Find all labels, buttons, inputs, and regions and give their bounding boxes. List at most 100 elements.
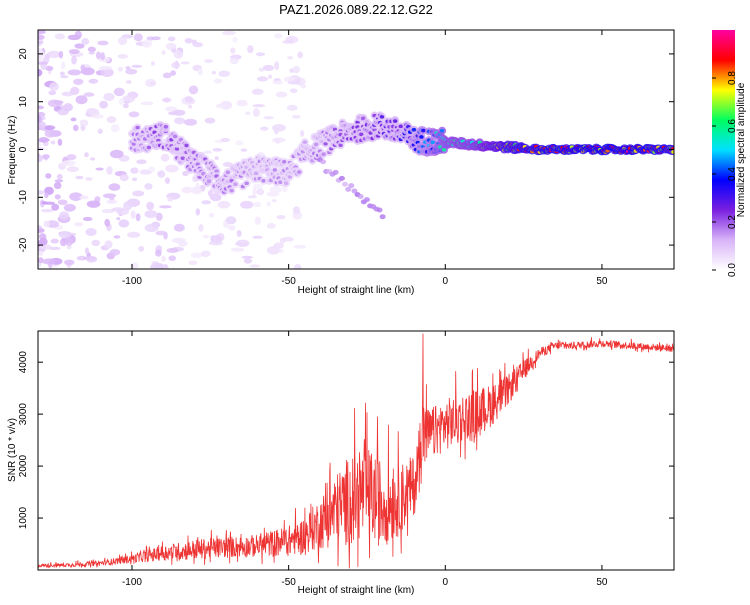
- spectrogram-noise-blob: [130, 167, 139, 174]
- spectrogram-noise-blob: [53, 181, 62, 190]
- spectrogram-noise-blob: [138, 246, 145, 252]
- spectrogram-noise-blob: [92, 114, 104, 119]
- spectrogram-noise-blob: [293, 264, 302, 269]
- spectrogram-noise-blob: [253, 201, 262, 208]
- spectrogram-branch-blob: [351, 188, 358, 194]
- spectrogram-noise-blob: [113, 235, 121, 239]
- spectrogram-noise-blob: [217, 200, 231, 209]
- spectrogram-noise-blob: [256, 188, 265, 196]
- spectrogram-noise-blob: [91, 239, 101, 247]
- spectrogram-ridge-core: [379, 115, 385, 119]
- spectrogram-noise-blob: [47, 99, 61, 108]
- spectrogram-ytick-label: 20: [18, 48, 29, 60]
- spectrogram-noise-blob: [58, 50, 64, 59]
- spectrogram-noise-blob: [162, 263, 169, 269]
- spectrogram-noise-blob: [57, 199, 68, 205]
- spectrogram-noise-blob: [148, 166, 156, 173]
- spectrogram-noise-blob: [81, 37, 90, 45]
- spectrogram-ridge-core: [392, 119, 398, 123]
- spectrogram-noise-blob: [266, 246, 280, 255]
- spectrogram-noise-blob: [109, 248, 121, 256]
- colorbar: 0.0 0.2 0.4 0.6 0.8 Normalized spectral ampl…: [712, 30, 747, 277]
- spectrogram-noise-blob: [232, 36, 238, 43]
- spectrogram-noise-blob: [266, 223, 276, 229]
- spectrogram-noise-blob: [86, 200, 101, 208]
- colorbar-tick-label: 0.4: [727, 167, 738, 181]
- spectrogram-ytick-label: 10: [18, 96, 29, 108]
- spectrogram-noise-blob: [38, 154, 44, 163]
- spectrogram-noise-blob: [49, 82, 59, 91]
- spectrogram-noise-blob: [276, 214, 286, 220]
- spectrogram-noise-blob: [173, 117, 186, 125]
- snr-panel: -100 -50 0 50 1000 2000 3000 4000 Height of str…: [7, 330, 675, 596]
- spectrogram-noise-blob: [168, 255, 177, 262]
- spectrogram-noise-blob: [38, 68, 43, 77]
- spectrogram-noise-blob: [123, 95, 135, 103]
- spectrogram-noise-blob: [236, 230, 242, 238]
- spectrogram-noise-blob: [204, 117, 216, 124]
- spectrogram-noise-blob: [67, 69, 82, 76]
- spectrogram-noise-blob: [40, 208, 54, 213]
- spectrogram-noise-blob: [104, 218, 111, 227]
- spectrogram-noise-blob: [127, 231, 141, 238]
- spectrogram-noise-blob: [293, 244, 307, 249]
- snr-series-line: [38, 333, 674, 569]
- spectrogram-noise-blob: [198, 223, 204, 232]
- spectrogram-noise-blob: [225, 216, 237, 225]
- spectrogram-noise-blob: [141, 39, 153, 48]
- spectrogram-noise-blob: [50, 140, 56, 145]
- spectrogram-noise-blob: [75, 95, 88, 105]
- spectrogram-ridge-core: [283, 181, 289, 186]
- spectrogram-noise-blob: [132, 190, 145, 197]
- spectrogram-noise-blob: [210, 235, 215, 242]
- spectrogram-noise-blob: [272, 80, 284, 85]
- spectrogram-noise-blob: [260, 126, 269, 131]
- spectrogram-noise-blob: [98, 65, 113, 71]
- spectrogram-noise-blob: [63, 203, 76, 212]
- spectrogram-ridge-core: [287, 175, 293, 179]
- spectrogram-noise-blob: [100, 52, 105, 61]
- spectrogram-noise-blob: [214, 156, 219, 161]
- spectrogram-noise-blob: [79, 195, 89, 200]
- spectrogram-branch-blob: [376, 207, 383, 213]
- spectrogram-ridge-core: [233, 182, 238, 187]
- spectrogram-noise-blob: [151, 36, 161, 41]
- spectrogram-noise-blob: [188, 85, 199, 95]
- spectrogram-noise-blob: [132, 177, 138, 182]
- spectrogram-noise-blob: [38, 121, 47, 130]
- spectrogram-noise-blob: [130, 262, 139, 269]
- spectrogram-noise-blob: [104, 240, 113, 249]
- spectrogram-ridge-core: [146, 145, 152, 150]
- spectrogram-noise-blob: [135, 213, 141, 222]
- spectrogram-ridge-core: [135, 125, 140, 130]
- colorbar-tick-label: 0.2: [727, 215, 738, 229]
- spectrogram-noise-blob: [293, 206, 301, 214]
- spectrogram-noise-blob: [184, 37, 193, 44]
- spectrogram-noise-blob: [38, 250, 44, 256]
- spectrogram-branch-blob: [379, 214, 386, 220]
- spectrogram-noise-blob: [149, 81, 157, 86]
- spectrogram-noise-blob: [133, 33, 143, 42]
- spectrogram-noise-blob: [57, 138, 63, 146]
- spectrogram-noise-blob: [117, 36, 128, 46]
- spectrogram-noise-blob: [39, 244, 52, 250]
- spectrogram-noise-blob: [99, 100, 108, 109]
- spectrogram-noise-blob: [150, 61, 155, 66]
- spectrogram-noise-blob: [74, 43, 85, 49]
- spectrogram-noise-blob: [197, 67, 203, 76]
- spectrogram-noise-blob: [282, 185, 288, 193]
- spectrogram-noise-blob: [123, 201, 133, 211]
- spectrogram-noise-blob: [38, 48, 43, 52]
- spectrogram-noise-blob: [269, 186, 282, 194]
- spectrogram-noise-blob: [165, 42, 177, 51]
- spectrogram-field: [38, 30, 674, 269]
- spectrogram-noise-blob: [68, 49, 80, 55]
- snr-xtick-label: 50: [596, 577, 608, 588]
- spectrogram-noise-blob: [213, 78, 223, 84]
- spectrogram-ridge-core: [272, 168, 278, 172]
- spectrogram-noise-blob: [173, 223, 185, 232]
- spectrogram-noise-blob: [76, 255, 87, 261]
- spectrogram-branch-blob: [357, 193, 364, 199]
- spectrogram-noise-blob: [111, 207, 125, 212]
